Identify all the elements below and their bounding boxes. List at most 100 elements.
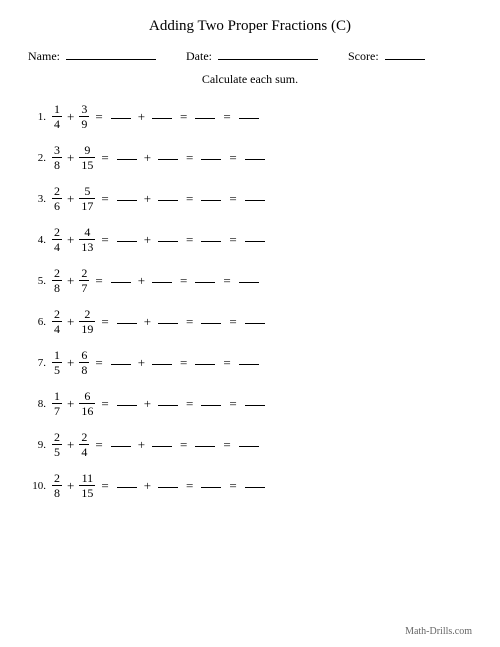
answer-slot[interactable] — [158, 480, 178, 488]
answer-slot[interactable] — [245, 480, 265, 488]
fraction-b: 68 — [79, 349, 89, 376]
date-blank[interactable] — [218, 49, 318, 60]
equals-sign: = — [223, 232, 242, 248]
answer-slot[interactable] — [111, 275, 131, 283]
answer-slot[interactable] — [201, 480, 221, 488]
equals-sign: = — [180, 150, 199, 166]
fraction-a: 28 — [52, 472, 62, 499]
answer-slot[interactable] — [195, 111, 215, 119]
equals-sign: = — [174, 273, 193, 289]
plus-sign: + — [62, 191, 79, 207]
answer-slot[interactable] — [245, 398, 265, 406]
problem-row: 9.25+24=+== — [28, 431, 472, 458]
answer-slot[interactable] — [111, 439, 131, 447]
answer-slot[interactable] — [195, 357, 215, 365]
problem-number: 10. — [28, 480, 52, 492]
equals-sign: = — [174, 355, 193, 371]
problem-number: 4. — [28, 234, 52, 246]
plus-sign: + — [133, 109, 150, 125]
equals-sign: = — [180, 191, 199, 207]
problem-number: 7. — [28, 357, 52, 369]
answer-slot[interactable] — [201, 152, 221, 160]
plus-sign: + — [62, 232, 79, 248]
answer-slot[interactable] — [152, 111, 172, 119]
answer-slot[interactable] — [117, 316, 137, 324]
name-blank[interactable] — [66, 49, 156, 60]
plus-sign: + — [133, 437, 150, 453]
equals-sign: = — [217, 273, 236, 289]
answer-slot[interactable] — [117, 193, 137, 201]
answer-slot[interactable] — [152, 357, 172, 365]
answer-slot[interactable] — [239, 275, 259, 283]
equals-sign: = — [180, 396, 199, 412]
answer-slot[interactable] — [245, 193, 265, 201]
answer-slot[interactable] — [195, 439, 215, 447]
plus-sign: + — [139, 396, 156, 412]
equals-sign: = — [223, 191, 242, 207]
header-row: Name: Date: Score: — [28, 49, 472, 64]
answer-slot[interactable] — [158, 152, 178, 160]
answer-slot[interactable] — [117, 480, 137, 488]
answer-slot[interactable] — [245, 316, 265, 324]
answer-slot[interactable] — [239, 439, 259, 447]
equals-sign: = — [89, 109, 108, 125]
instruction-text: Calculate each sum. — [28, 72, 472, 87]
fraction-b: 24 — [79, 431, 89, 458]
answer-slot[interactable] — [239, 111, 259, 119]
problem-row: 3.26+517=+== — [28, 185, 472, 212]
equals-sign: = — [89, 273, 108, 289]
equals-sign: = — [95, 150, 114, 166]
equals-sign: = — [95, 396, 114, 412]
answer-slot[interactable] — [245, 152, 265, 160]
score-blank[interactable] — [385, 49, 425, 60]
fraction-b: 27 — [79, 267, 89, 294]
equals-sign: = — [180, 314, 199, 330]
answer-slot[interactable] — [117, 398, 137, 406]
equals-sign: = — [174, 437, 193, 453]
problem-row: 10.28+1115=+== — [28, 472, 472, 499]
equals-sign: = — [180, 232, 199, 248]
problem-number: 3. — [28, 193, 52, 205]
answer-slot[interactable] — [239, 357, 259, 365]
answer-slot[interactable] — [201, 193, 221, 201]
answer-slot[interactable] — [158, 234, 178, 242]
answer-slot[interactable] — [195, 275, 215, 283]
plus-sign: + — [133, 273, 150, 289]
plus-sign: + — [139, 232, 156, 248]
equals-sign: = — [89, 437, 108, 453]
plus-sign: + — [133, 355, 150, 371]
answer-slot[interactable] — [158, 316, 178, 324]
plus-sign: + — [139, 314, 156, 330]
answer-slot[interactable] — [152, 439, 172, 447]
plus-sign: + — [62, 355, 79, 371]
plus-sign: + — [62, 478, 79, 494]
problem-row: 2.38+915=+== — [28, 144, 472, 171]
fraction-a: 24 — [52, 226, 62, 253]
answer-slot[interactable] — [201, 398, 221, 406]
answer-slot[interactable] — [117, 152, 137, 160]
fraction-b: 219 — [79, 308, 95, 335]
equals-sign: = — [223, 478, 242, 494]
plus-sign: + — [139, 478, 156, 494]
answer-slot[interactable] — [111, 111, 131, 119]
answer-slot[interactable] — [152, 275, 172, 283]
answer-slot[interactable] — [201, 316, 221, 324]
problem-list: 1.14+39=+==2.38+915=+==3.26+517=+==4.24+… — [28, 103, 472, 499]
answer-slot[interactable] — [245, 234, 265, 242]
answer-slot[interactable] — [158, 193, 178, 201]
problem-row: 5.28+27=+== — [28, 267, 472, 294]
problem-number: 2. — [28, 152, 52, 164]
fraction-a: 17 — [52, 390, 62, 417]
equals-sign: = — [223, 150, 242, 166]
equals-sign: = — [217, 109, 236, 125]
problem-row: 8.17+616=+== — [28, 390, 472, 417]
answer-slot[interactable] — [111, 357, 131, 365]
plus-sign: + — [62, 150, 79, 166]
problem-row: 6.24+219=+== — [28, 308, 472, 335]
fraction-a: 14 — [52, 103, 62, 130]
problem-number: 1. — [28, 111, 52, 123]
answer-slot[interactable] — [158, 398, 178, 406]
answer-slot[interactable] — [117, 234, 137, 242]
answer-slot[interactable] — [201, 234, 221, 242]
problem-number: 9. — [28, 439, 52, 451]
